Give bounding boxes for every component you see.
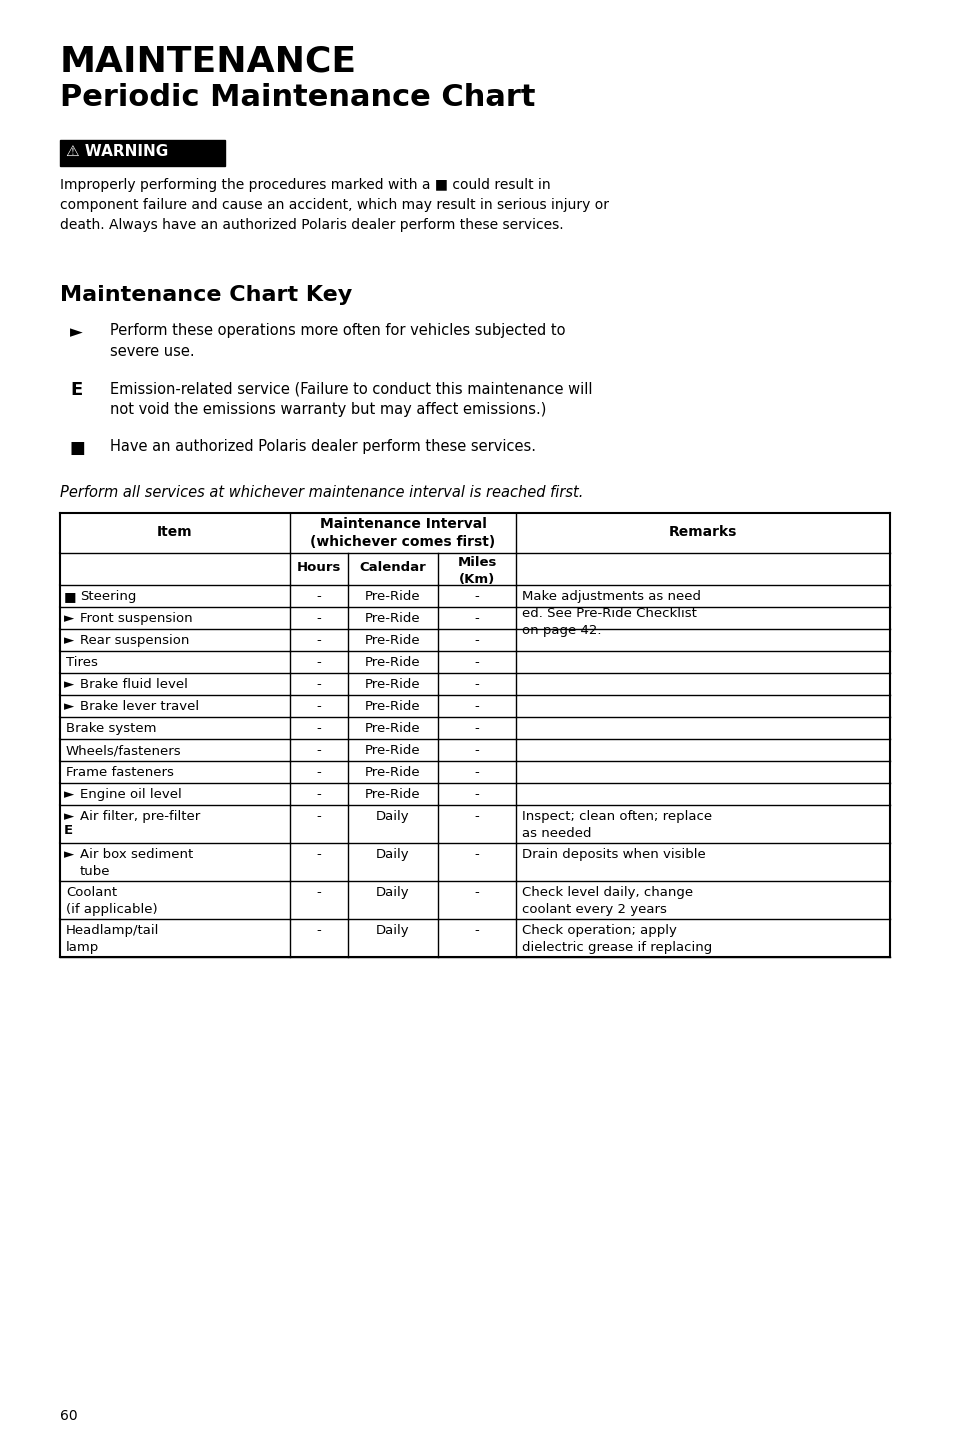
Text: ►: ►: [64, 788, 74, 801]
Text: Headlamp/tail
lamp: Headlamp/tail lamp: [66, 923, 159, 954]
Text: -: -: [316, 766, 321, 779]
Text: -: -: [316, 788, 321, 801]
Text: -: -: [316, 634, 321, 647]
Text: 60: 60: [60, 1409, 77, 1423]
Text: Hours: Hours: [296, 561, 341, 574]
Text: Improperly performing the procedures marked with a ■ could result in
component f: Improperly performing the procedures mar…: [60, 177, 608, 233]
Text: ►: ►: [64, 810, 74, 823]
Text: -: -: [475, 766, 478, 779]
Text: Miles
(Km): Miles (Km): [456, 555, 497, 586]
Text: MAINTENANCE: MAINTENANCE: [60, 45, 356, 79]
Text: -: -: [475, 612, 478, 625]
Text: Wheels/fasteners: Wheels/fasteners: [66, 744, 181, 758]
Text: Perform these operations more often for vehicles subjected to
severe use.: Perform these operations more often for …: [110, 323, 565, 359]
Text: -: -: [316, 699, 321, 712]
Text: Pre-Ride: Pre-Ride: [365, 723, 420, 736]
Text: -: -: [316, 810, 321, 823]
Text: Pre-Ride: Pre-Ride: [365, 590, 420, 603]
Text: -: -: [475, 590, 478, 603]
Text: Calendar: Calendar: [359, 561, 426, 574]
Text: -: -: [316, 848, 321, 861]
Text: Brake system: Brake system: [66, 723, 156, 736]
Text: Pre-Ride: Pre-Ride: [365, 634, 420, 647]
Text: Steering: Steering: [80, 590, 136, 603]
Text: Drain deposits when visible: Drain deposits when visible: [521, 848, 705, 861]
Text: ►: ►: [70, 323, 83, 342]
Text: ■: ■: [64, 590, 76, 603]
Text: Coolant
(if applicable): Coolant (if applicable): [66, 885, 157, 916]
Text: Make adjustments as need
ed. See Pre-Ride Checklist
on page 42.: Make adjustments as need ed. See Pre-Rid…: [521, 590, 700, 637]
Text: -: -: [316, 723, 321, 736]
Text: Pre-Ride: Pre-Ride: [365, 656, 420, 669]
Text: Item: Item: [157, 525, 193, 539]
Text: -: -: [475, 699, 478, 712]
Text: Daily: Daily: [375, 848, 410, 861]
Text: Inspect; clean often; replace
as needed: Inspect; clean often; replace as needed: [521, 810, 711, 840]
Text: Engine oil level: Engine oil level: [80, 788, 182, 801]
Text: -: -: [316, 612, 321, 625]
Text: -: -: [475, 656, 478, 669]
Text: Maintenance Interval
(whichever comes first): Maintenance Interval (whichever comes fi…: [310, 518, 496, 550]
Text: Pre-Ride: Pre-Ride: [365, 612, 420, 625]
Text: Rear suspension: Rear suspension: [80, 634, 190, 647]
Text: E: E: [70, 381, 82, 398]
Text: Have an authorized Polaris dealer perform these services.: Have an authorized Polaris dealer perfor…: [110, 439, 536, 454]
Text: -: -: [475, 788, 478, 801]
Text: Daily: Daily: [375, 885, 410, 899]
Text: -: -: [316, 678, 321, 691]
Text: Air box sediment
tube: Air box sediment tube: [80, 848, 193, 878]
Text: Pre-Ride: Pre-Ride: [365, 699, 420, 712]
Text: Check level daily, change
coolant every 2 years: Check level daily, change coolant every …: [521, 885, 693, 916]
Text: Pre-Ride: Pre-Ride: [365, 678, 420, 691]
Text: Daily: Daily: [375, 923, 410, 936]
Text: Brake fluid level: Brake fluid level: [80, 678, 188, 691]
Text: ►: ►: [64, 612, 74, 625]
Text: -: -: [475, 744, 478, 758]
Text: ►: ►: [64, 634, 74, 647]
Text: Tires: Tires: [66, 656, 98, 669]
Text: -: -: [475, 810, 478, 823]
Text: -: -: [316, 656, 321, 669]
Text: Pre-Ride: Pre-Ride: [365, 744, 420, 758]
Text: Remarks: Remarks: [668, 525, 737, 539]
Text: Daily: Daily: [375, 810, 410, 823]
Text: -: -: [475, 678, 478, 691]
Text: Pre-Ride: Pre-Ride: [365, 788, 420, 801]
Text: -: -: [475, 634, 478, 647]
Text: Periodic Maintenance Chart: Periodic Maintenance Chart: [60, 83, 535, 112]
Text: Frame fasteners: Frame fasteners: [66, 766, 173, 779]
Text: ►: ►: [64, 848, 74, 861]
Text: Maintenance Chart Key: Maintenance Chart Key: [60, 285, 352, 305]
Text: -: -: [475, 848, 478, 861]
Text: -: -: [475, 723, 478, 736]
Text: -: -: [475, 885, 478, 899]
Text: ►: ►: [64, 699, 74, 712]
Text: E: E: [64, 824, 73, 838]
Text: ⚠ WARNING: ⚠ WARNING: [66, 144, 168, 158]
Text: Perform all services at whichever maintenance interval is reached first.: Perform all services at whichever mainte…: [60, 486, 583, 500]
Text: ■: ■: [70, 439, 86, 457]
Text: -: -: [475, 923, 478, 936]
Bar: [60, 140, 225, 166]
Text: Air filter, pre-filter: Air filter, pre-filter: [80, 810, 200, 823]
Text: Emission-related service (Failure to conduct this maintenance will
not void the : Emission-related service (Failure to con…: [110, 381, 592, 417]
Text: -: -: [316, 744, 321, 758]
Text: Brake lever travel: Brake lever travel: [80, 699, 199, 712]
Text: -: -: [316, 923, 321, 936]
Text: Front suspension: Front suspension: [80, 612, 193, 625]
Text: ►: ►: [64, 678, 74, 691]
Text: -: -: [316, 590, 321, 603]
Text: Check operation; apply
dielectric grease if replacing: Check operation; apply dielectric grease…: [521, 923, 712, 954]
Text: Pre-Ride: Pre-Ride: [365, 766, 420, 779]
Text: -: -: [316, 885, 321, 899]
